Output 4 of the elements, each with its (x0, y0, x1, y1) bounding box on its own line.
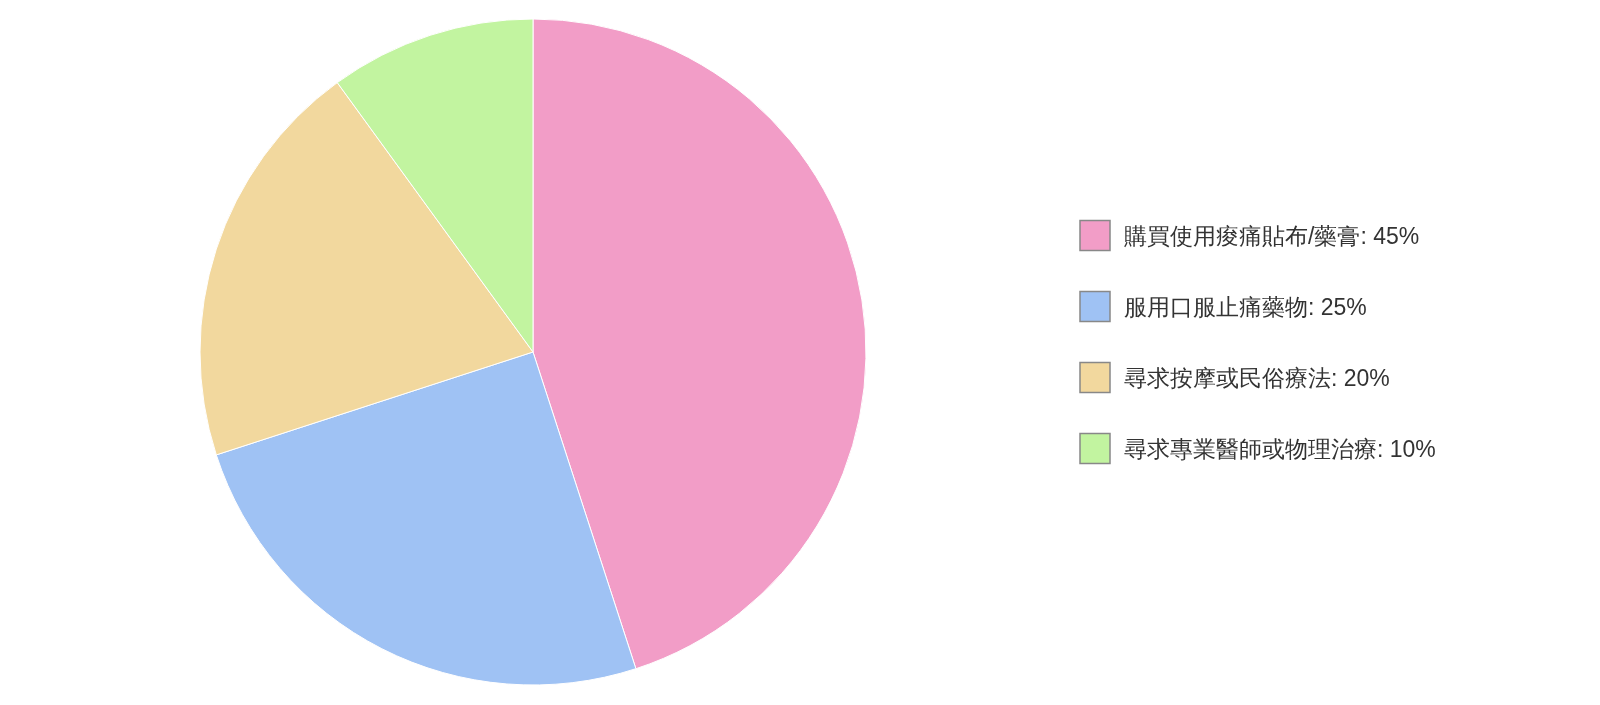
legend-label: 購買使用痠痛貼布/藥膏: 45% (1124, 222, 1420, 249)
legend-label: 尋求專業醫師或物理治療: 10% (1124, 435, 1436, 462)
legend-label: 服用口服止痛藥物: 25% (1124, 293, 1367, 320)
legend-label: 尋求按摩或民俗療法: 20% (1124, 364, 1390, 391)
